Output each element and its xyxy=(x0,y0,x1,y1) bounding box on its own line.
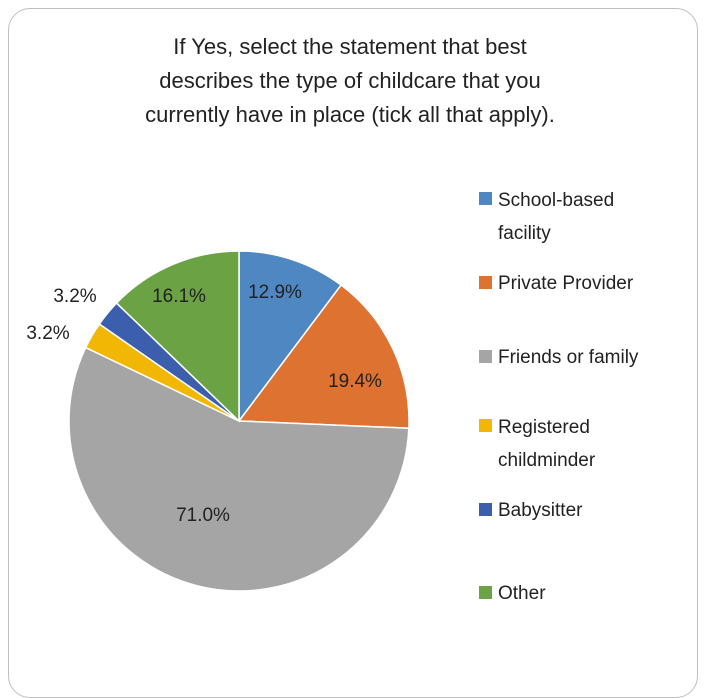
pie-slice-school-based-facility xyxy=(238,250,343,424)
pie-chart: 12.9% 19.4% 71.0% 3.2% 3.2% 16.1% xyxy=(26,250,410,592)
legend-label-friends-or-family: Friends or family xyxy=(498,347,639,368)
legend-label-other: Other xyxy=(498,583,546,604)
legend-swatch-friends-or-family xyxy=(479,350,492,363)
pie-slice-other xyxy=(115,250,240,423)
chart-title: If Yes, select the statement that best d… xyxy=(145,34,555,127)
data-label-babysitter: 3.2% xyxy=(53,286,96,307)
legend-item-friends-or-family: Friends or family xyxy=(479,344,638,374)
pie-slice-friends-or-family xyxy=(68,346,410,592)
legend-item-babysitter: Babysitter xyxy=(479,497,582,527)
data-label-friends-or-family: 71.0% xyxy=(176,505,230,526)
legend-item-other: Other xyxy=(479,580,546,610)
data-label-registered-childminder: 3.2% xyxy=(26,323,69,344)
data-label-private-provider: 19.4% xyxy=(328,371,382,392)
legend-swatch-babysitter xyxy=(479,503,492,516)
legend-label-school-based-facility: School-based facility xyxy=(498,190,615,244)
legend-item-private-provider: Private Provider xyxy=(479,270,633,300)
legend-item-school-based-facility: School-based facility xyxy=(479,186,614,250)
legend-label-babysitter: Babysitter xyxy=(498,500,583,521)
pie-slices xyxy=(68,250,410,592)
data-label-other: 16.1% xyxy=(152,286,206,307)
pie-slice-private-provider xyxy=(237,284,410,429)
data-label-school-based-facility: 12.9% xyxy=(248,282,302,303)
legend-item-registered-childminder: Registered childminder xyxy=(479,413,595,477)
legend-swatch-school-based-facility xyxy=(479,192,492,205)
legend-swatch-registered-childminder xyxy=(479,419,492,432)
legend-swatch-other xyxy=(479,586,492,599)
legend-swatch-private-provider xyxy=(479,276,492,289)
pie-data-labels: 12.9% 19.4% 71.0% 3.2% 3.2% 16.1% xyxy=(26,282,382,526)
legend-label-private-provider: Private Provider xyxy=(498,273,634,294)
legend-label-registered-childminder: Registered childminder xyxy=(498,417,596,471)
